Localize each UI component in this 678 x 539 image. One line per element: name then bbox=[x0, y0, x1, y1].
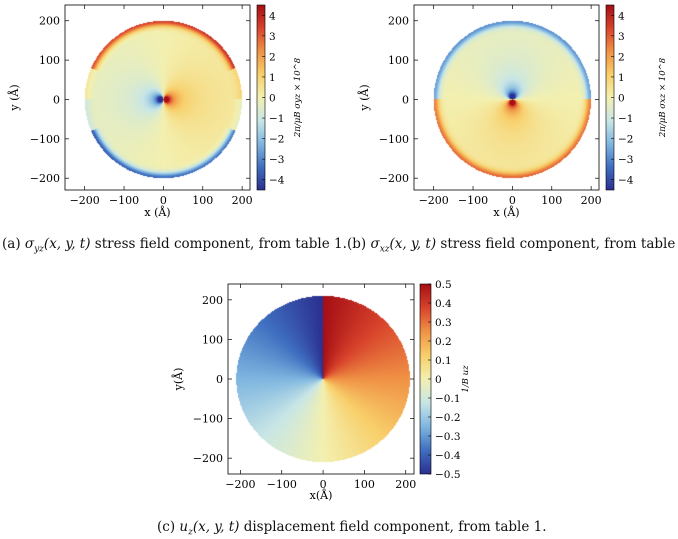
colorbar-tick-label: −0.1 bbox=[435, 393, 461, 405]
colorbar-tick-label: 0.1 bbox=[435, 355, 452, 367]
y-tick-label: 0 bbox=[216, 373, 223, 386]
x-tick-label: 200 bbox=[395, 478, 416, 491]
heatmap-b bbox=[414, 5, 599, 190]
y-axis-title: y(Å) bbox=[171, 368, 185, 392]
colorbar-tick-label: −3 bbox=[618, 154, 633, 166]
x-tick-label: −200 bbox=[70, 194, 100, 207]
colorbar-tick-label: −2 bbox=[269, 134, 284, 146]
colorbar-label: 2π/μB σxz × 10^8 bbox=[658, 57, 668, 138]
colorbar-tick-label: 4 bbox=[269, 10, 276, 22]
colorbar-tick-label: 1 bbox=[269, 72, 276, 84]
colorbar-tick-label: −1 bbox=[269, 113, 284, 125]
x-tick-label: −200 bbox=[225, 478, 255, 491]
colorbar-label: 1/B uz bbox=[461, 365, 471, 393]
x-tick-label: 200 bbox=[581, 194, 602, 207]
colorbar-label: 2π/μB σyz × 10^8 bbox=[293, 57, 303, 138]
colorbar-tick-label: 0 bbox=[269, 93, 276, 105]
x-axis-title: x (Å) bbox=[493, 205, 519, 219]
colorbar-tick-label: 1 bbox=[618, 72, 625, 84]
colorbar-tick-label: −1 bbox=[618, 113, 633, 125]
colorbar-tick-label: −3 bbox=[269, 154, 284, 166]
caption-c: (c) uz(x, y, t) displacement field compo… bbox=[157, 519, 547, 538]
x-tick-label: −200 bbox=[419, 194, 449, 207]
colorbar-tick-label: −0.2 bbox=[435, 412, 461, 424]
colorbar-tick-label: −4 bbox=[618, 175, 634, 187]
y-tick-label: 100 bbox=[388, 54, 409, 67]
colorbar-tick-label: 0.5 bbox=[435, 279, 452, 291]
y-tick-label: 200 bbox=[39, 15, 60, 28]
y-tick-label: −100 bbox=[193, 413, 223, 426]
x-axis-title: x(Å) bbox=[310, 488, 333, 502]
colorbar-tick-label: 0.3 bbox=[435, 317, 452, 329]
panel-b: −200 −100 0 100 200 200 100 0 −100 −200 x (Å) y (Å)… bbox=[357, 4, 668, 219]
colorbar-tick-label: −0.3 bbox=[435, 431, 461, 443]
colorbar-tick-label: −0.5 bbox=[435, 469, 461, 481]
panel-c: −200 −100 0 100 200 200 100 0 −100 −200 x(Å) y(Å) 0.… bbox=[171, 279, 471, 502]
x-tick-label: −100 bbox=[458, 194, 488, 207]
y-tick-label: −100 bbox=[30, 133, 60, 146]
x-tick-label: 100 bbox=[541, 194, 562, 207]
x-tick-label: 200 bbox=[232, 194, 253, 207]
plot-frame bbox=[413, 4, 600, 191]
x-tick-label: 0 bbox=[320, 478, 327, 491]
caption-a: (a) σyz(x, y, t) stress field component,… bbox=[2, 236, 347, 255]
y-tick-label: −200 bbox=[30, 172, 60, 185]
colorbar-tick-label: 3 bbox=[269, 31, 276, 43]
y-tick-label: 0 bbox=[402, 93, 409, 106]
plot-frame bbox=[64, 4, 251, 191]
colorbar-tick-label: 0 bbox=[618, 93, 625, 105]
colorbar-tick-label: 0.2 bbox=[435, 336, 452, 348]
y-axis-title: y (Å) bbox=[7, 84, 21, 111]
colorbar-tick-label: −0.4 bbox=[435, 450, 461, 462]
colorbar-tick-label: 3 bbox=[618, 31, 625, 43]
colorbar-tick-label: 0 bbox=[435, 374, 442, 386]
colorbar-tick-label: 4 bbox=[618, 10, 625, 22]
colorbar-tick-label: −4 bbox=[269, 175, 285, 187]
x-tick-label: −100 bbox=[267, 478, 297, 491]
y-tick-label: −200 bbox=[379, 172, 409, 185]
heatmap-a bbox=[65, 5, 250, 190]
colorbar-tick-label: 2 bbox=[618, 51, 625, 63]
caption-b: (b) σxz(x, y, t) stress field component,… bbox=[347, 236, 678, 255]
colorbar-tick-label: 2 bbox=[269, 51, 276, 63]
y-tick-label: 200 bbox=[202, 294, 223, 307]
x-tick-label: 100 bbox=[354, 478, 375, 491]
y-tick-label: 200 bbox=[388, 15, 409, 28]
colorbar-tick-label: −2 bbox=[618, 134, 633, 146]
x-tick-label: −100 bbox=[109, 194, 139, 207]
y-tick-label: −100 bbox=[379, 133, 409, 146]
panel-a: −200 −100 0 100 200 200 100 0 −100 −200 x (Å) y (Å)… bbox=[7, 4, 303, 219]
y-tick-label: 100 bbox=[39, 54, 60, 67]
y-tick-label: 0 bbox=[53, 93, 60, 106]
x-tick-label: 0 bbox=[160, 194, 167, 207]
colorbar-tick-label: 0.4 bbox=[435, 298, 452, 310]
y-axis-title: y (Å) bbox=[357, 84, 371, 111]
x-tick-label: 100 bbox=[192, 194, 213, 207]
y-tick-label: 100 bbox=[202, 333, 223, 346]
y-tick-label: −200 bbox=[193, 452, 223, 465]
heatmap-c bbox=[228, 284, 414, 474]
x-tick-label: 0 bbox=[509, 194, 516, 207]
x-axis-title: x (Å) bbox=[144, 205, 170, 219]
